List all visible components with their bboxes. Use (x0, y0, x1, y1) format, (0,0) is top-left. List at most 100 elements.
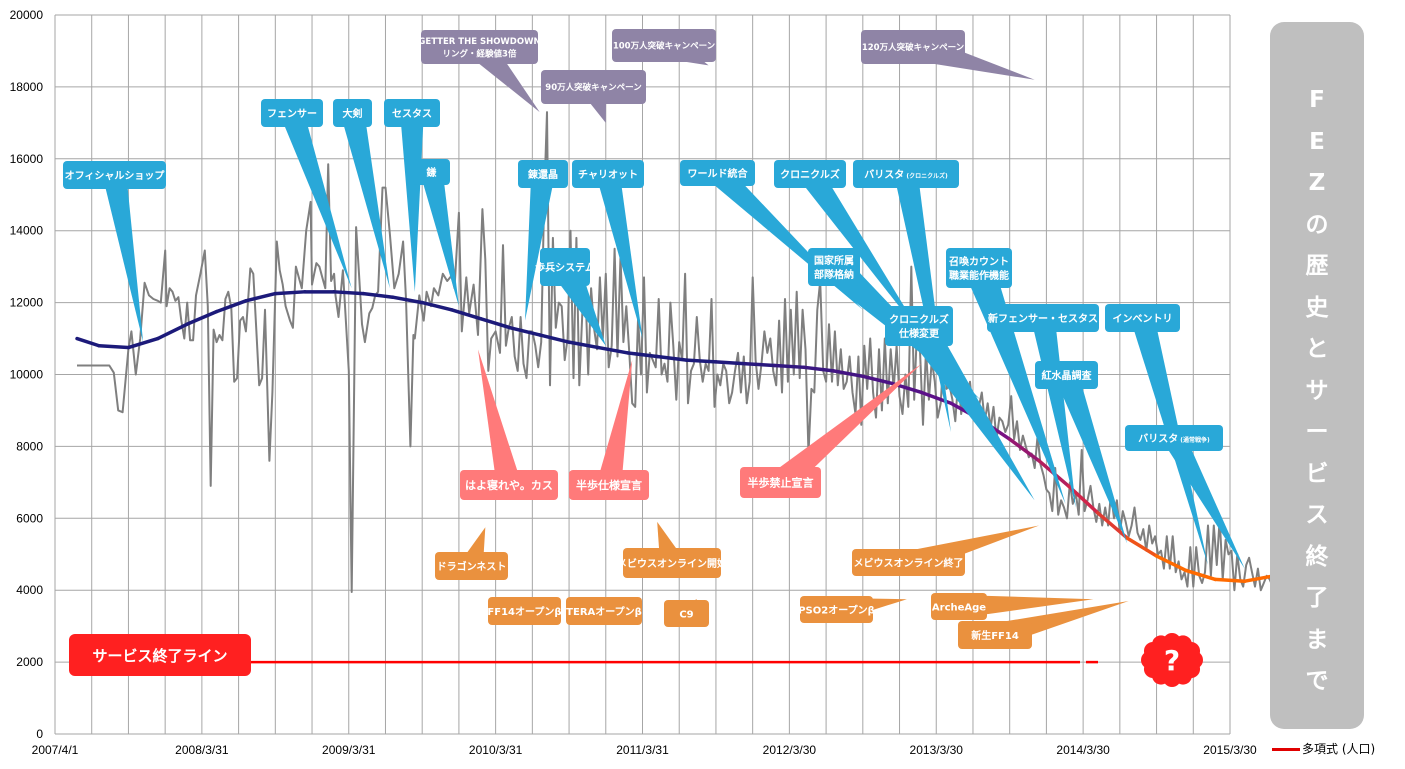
callout-purple: 120万人突破キャンペーン (861, 30, 1035, 80)
side-title-char: Z (1308, 170, 1326, 196)
trendline-segment (1242, 574, 1276, 583)
y-tick-label: 4000 (16, 583, 43, 597)
trendline-segment (214, 299, 248, 314)
unknown-marker-text: ? (1164, 644, 1180, 677)
callout-label: 歩兵システム (535, 261, 595, 274)
callout-box (413, 159, 450, 185)
callout-box (1125, 425, 1223, 451)
callout-purple: 100万人突破キャンペーン (612, 29, 716, 66)
callout-orange: FF14オープンβ (487, 597, 562, 625)
callout-label: 部隊格納 (814, 268, 854, 281)
trendline-segment (596, 345, 630, 355)
trendline-segment (361, 291, 395, 299)
callout-box (987, 304, 1099, 332)
callout-label: 半歩仕様宣言 (576, 478, 642, 492)
callout-label: 大剣 (343, 107, 363, 120)
callout-label: 紅水晶調査 (1042, 369, 1093, 382)
callout-box (664, 600, 709, 627)
callout-label: 半歩禁止宣言 (748, 476, 814, 490)
y-tick-label: 10000 (10, 368, 44, 382)
callout-box (421, 30, 538, 64)
callout-box (740, 467, 821, 498)
callout-pointer (772, 363, 922, 493)
callout-pointer (400, 112, 424, 292)
callout-box (566, 597, 642, 625)
callout-label: ArcheAge (932, 602, 986, 613)
callout-red: 半歩禁止宣言 (740, 363, 922, 498)
callout-note: (クロニクルズ) (904, 172, 948, 180)
callout-blue: オフィシャルショップ (63, 161, 166, 343)
trendline-segment (772, 363, 806, 370)
callout-label: チャリオット (578, 169, 638, 181)
y-tick-label: 16000 (10, 152, 44, 166)
callout-box (460, 470, 558, 500)
callout-box (384, 99, 440, 127)
callout-label: 召喚カウント (949, 255, 1009, 268)
trendline-segment (567, 340, 601, 350)
callout-label: PSO2オープンβ (798, 603, 875, 616)
y-tick-label: 2000 (16, 655, 43, 669)
callout-box (808, 248, 860, 286)
trendline-segment (831, 369, 865, 379)
trendline-segment (126, 336, 160, 350)
callout-box (63, 161, 166, 189)
callout-label: 国家所属 (814, 254, 854, 267)
callout-orange: ArcheAge (931, 593, 1094, 620)
trendline-segment (537, 333, 571, 344)
side-title-char: 歴 (1305, 253, 1329, 279)
callout-box (852, 549, 965, 576)
x-axis-ticks: 2007/4/1 2008/3/31 2009/3/31 2010/3/31 2011/… (32, 743, 1257, 757)
callout-blue: 鎌 (413, 159, 459, 307)
trendline-segment (1154, 554, 1188, 573)
callout-blue: フェンサー (261, 99, 352, 289)
callout-pointer (525, 172, 555, 321)
x-tick-label: 2010/3/31 (469, 743, 523, 757)
side-title-char: の (1305, 211, 1329, 238)
side-title-char: サ (1305, 377, 1329, 404)
callout-box (931, 593, 987, 620)
callout-label: TERAオープンβ (566, 605, 642, 618)
x-tick-label: 2012/3/30 (763, 743, 817, 757)
callout-box (569, 470, 649, 500)
callout-pointer (1055, 370, 1128, 544)
callout-blue: 大剣 (333, 99, 390, 289)
callout-label: 120万人突破キャンペーン (862, 42, 965, 53)
y-tick-label: 12000 (10, 296, 44, 310)
callout-blue: 歩兵システム (535, 248, 606, 346)
callout-label: ドラゴンネスト (437, 560, 507, 573)
callout-box (612, 29, 716, 62)
callout-label: オフィシャルショップ (65, 169, 166, 182)
callout-orange: PSO2オープンβ (798, 596, 907, 623)
trendline-segment (479, 317, 513, 330)
callout-label: FF14オープンβ (487, 605, 561, 618)
callout-blue: クロニクルズ (774, 160, 922, 335)
callout-red: はよ寝れや。カス (460, 349, 558, 500)
callout-label: 100万人突破キャンペーン (613, 41, 716, 52)
trendline-segment (508, 326, 542, 337)
x-tick-label: 2008/3/31 (175, 743, 229, 757)
y-tick-label: 6000 (16, 511, 43, 525)
trendline-segment (1184, 568, 1218, 582)
callout-box (946, 248, 1012, 288)
y-tick-label: 18000 (10, 80, 44, 94)
callout-label: メビウスオンライン開始 (617, 557, 727, 570)
callout-label: リング・経験値3倍 (443, 48, 517, 59)
callout-note: (通常戦争) (1178, 436, 1210, 444)
callout-pointer (958, 594, 1094, 619)
callout-pointer (906, 317, 1035, 501)
callout-orange: メビウスオンライン開始 (617, 521, 727, 578)
trendline-segment (1213, 577, 1247, 583)
callout-pointer (596, 360, 633, 488)
callout-box (885, 306, 953, 346)
trendline-segment (332, 290, 366, 296)
side-title-char: と (1305, 336, 1329, 362)
callout-label: 職業能作機能 (949, 269, 1009, 282)
callout-label: 新生FF14 (971, 629, 1019, 642)
callout-orange: C9 (664, 599, 709, 627)
trendline-segment (743, 361, 777, 368)
callout-box (623, 548, 721, 578)
callout-box (861, 30, 965, 64)
